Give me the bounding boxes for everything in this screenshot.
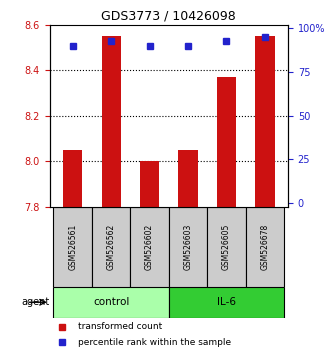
FancyBboxPatch shape bbox=[207, 207, 246, 287]
Text: IL-6: IL-6 bbox=[217, 297, 236, 307]
FancyBboxPatch shape bbox=[130, 207, 169, 287]
Text: GSM526561: GSM526561 bbox=[68, 224, 77, 270]
Text: transformed count: transformed count bbox=[78, 322, 163, 331]
Title: GDS3773 / 10426098: GDS3773 / 10426098 bbox=[101, 9, 236, 22]
Text: agent: agent bbox=[22, 297, 50, 307]
FancyBboxPatch shape bbox=[169, 207, 207, 287]
Bar bbox=[140, 161, 159, 207]
FancyBboxPatch shape bbox=[54, 207, 92, 287]
Bar bbox=[63, 150, 82, 207]
Bar bbox=[217, 77, 236, 207]
Text: GSM526605: GSM526605 bbox=[222, 224, 231, 270]
Bar bbox=[102, 36, 121, 207]
FancyBboxPatch shape bbox=[54, 287, 169, 318]
Bar bbox=[255, 36, 274, 207]
Text: control: control bbox=[93, 297, 129, 307]
Text: GSM526602: GSM526602 bbox=[145, 224, 154, 270]
Text: GSM526562: GSM526562 bbox=[107, 224, 116, 270]
FancyBboxPatch shape bbox=[246, 207, 284, 287]
Text: percentile rank within the sample: percentile rank within the sample bbox=[78, 338, 231, 347]
Text: GSM526678: GSM526678 bbox=[260, 224, 269, 270]
Bar bbox=[178, 150, 198, 207]
Text: GSM526603: GSM526603 bbox=[183, 224, 193, 270]
FancyBboxPatch shape bbox=[169, 287, 284, 318]
FancyBboxPatch shape bbox=[92, 207, 130, 287]
